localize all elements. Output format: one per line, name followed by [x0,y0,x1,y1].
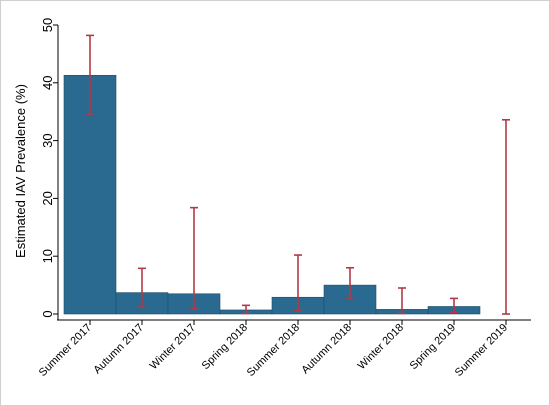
x-tick-label-6: Winter 2018 [356,322,406,372]
error-bars-group [86,34,510,315]
x-tick-label-5: Autumn 2018 [299,322,354,377]
y-tick-label-20: 20 [40,191,55,205]
y-tick-label-30: 30 [40,133,55,147]
x-tick-label-2: Winter 2017 [148,322,198,372]
x-tick-label-4: Summer 2018 [245,322,302,379]
bars-group [63,74,481,315]
y-tick-label-50: 50 [40,18,55,32]
x-tick-label-7: Spring 2019 [408,322,458,372]
y-tick-label-40: 40 [40,76,55,90]
x-tick-label-8: Summer 2019 [453,322,510,379]
x-tick-label-3: Spring 2018 [200,322,250,372]
y-tick-label-10: 10 [40,249,55,263]
y-axis-label: Estimated IAV Prevalence (%) [13,84,28,258]
y-tick-label-0: 0 [40,310,55,317]
bar-0 [63,74,117,315]
y-axis: 0 10 20 30 40 50 [40,18,59,320]
x-tick-label-1: Autumn 2017 [91,322,146,377]
x-tick-label-0: Summer 2017 [37,322,94,379]
